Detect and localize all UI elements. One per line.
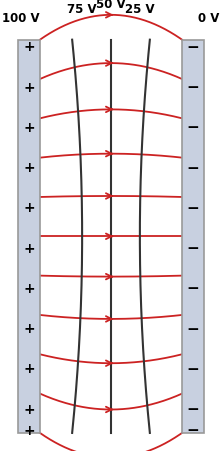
Text: −: − (187, 80, 200, 95)
Text: 50 V: 50 V (96, 0, 126, 11)
Text: −: − (187, 160, 200, 175)
Text: +: + (23, 423, 35, 437)
Bar (182, 41, 204, 433)
Text: −: − (187, 401, 200, 416)
Text: +: + (23, 161, 35, 175)
Text: −: − (187, 361, 200, 376)
Text: −: − (187, 40, 200, 55)
Text: 25 V: 25 V (125, 3, 155, 16)
Text: −: − (187, 321, 200, 336)
Text: +: + (23, 362, 35, 375)
Text: 0 V: 0 V (198, 12, 220, 25)
Text: −: − (187, 200, 200, 216)
Text: +: + (23, 241, 35, 255)
Text: +: + (23, 281, 35, 295)
Text: +: + (23, 201, 35, 215)
Bar (18, 41, 40, 433)
Text: +: + (23, 41, 35, 54)
Text: 100 V: 100 V (2, 12, 40, 25)
Text: −: − (187, 120, 200, 135)
Text: −: − (187, 281, 200, 296)
Text: +: + (23, 81, 35, 94)
Text: −: − (187, 422, 200, 437)
Text: −: − (187, 240, 200, 256)
Text: +: + (23, 402, 35, 415)
Text: +: + (23, 121, 35, 134)
Text: 75 V: 75 V (67, 3, 97, 16)
Text: +: + (23, 322, 35, 335)
